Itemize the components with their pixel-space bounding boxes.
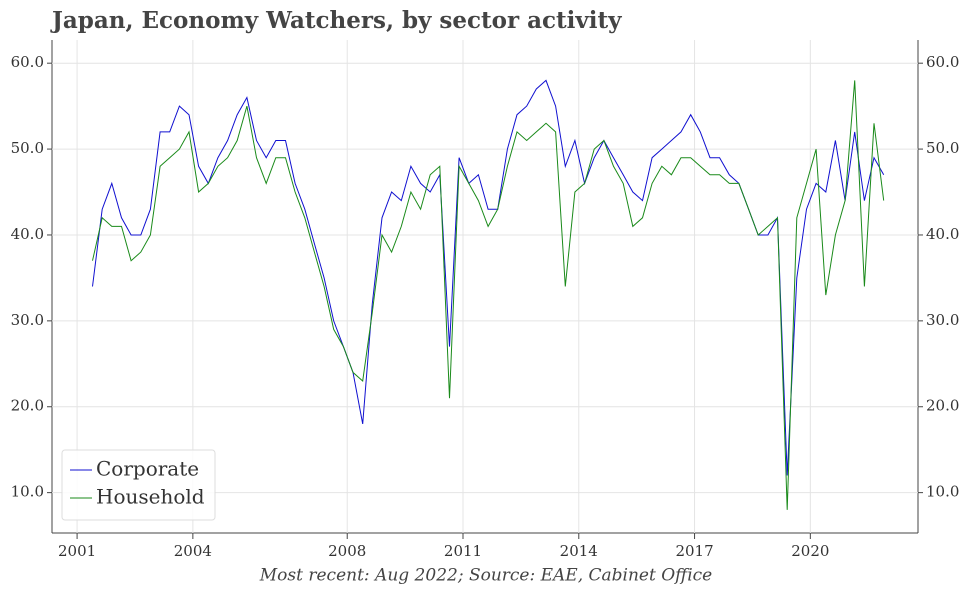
- y2-tick-label: 10.0: [926, 483, 959, 501]
- x-tick-label: 2017: [675, 542, 713, 560]
- y2-tick-label: 20.0: [926, 397, 959, 415]
- legend-label: Household: [96, 485, 205, 509]
- y-tick-label: 50.0: [11, 139, 44, 157]
- y2-tick-label: 40.0: [926, 225, 959, 243]
- x-tick-label: 2014: [560, 542, 598, 560]
- y-tick-label: 30.0: [11, 311, 44, 329]
- legend-label: Corporate: [96, 457, 199, 481]
- legend-box: [61, 449, 216, 521]
- x-tick-label: 2008: [328, 542, 366, 560]
- y2-tick-label: 50.0: [926, 139, 959, 157]
- chart-title: Japan, Economy Watchers, by sector activ…: [50, 7, 622, 34]
- x-tick-label: 2004: [174, 542, 212, 560]
- x-tick-label: 2020: [791, 542, 829, 560]
- series-line: [92, 80, 885, 510]
- x-tick-label: 2001: [58, 542, 96, 560]
- y-tick-label: 10.0: [11, 483, 44, 501]
- y-tick-label: 60.0: [11, 53, 44, 71]
- y-tick-label: 20.0: [11, 397, 44, 415]
- y-tick-label: 40.0: [11, 225, 44, 243]
- y2-tick-label: 30.0: [926, 311, 959, 329]
- caption: Most recent: Aug 2022; Source: EAE, Cabi…: [259, 566, 712, 586]
- x-tick-label: 2011: [444, 542, 482, 560]
- y2-tick-label: 60.0: [926, 53, 959, 71]
- series-line: [92, 79, 885, 476]
